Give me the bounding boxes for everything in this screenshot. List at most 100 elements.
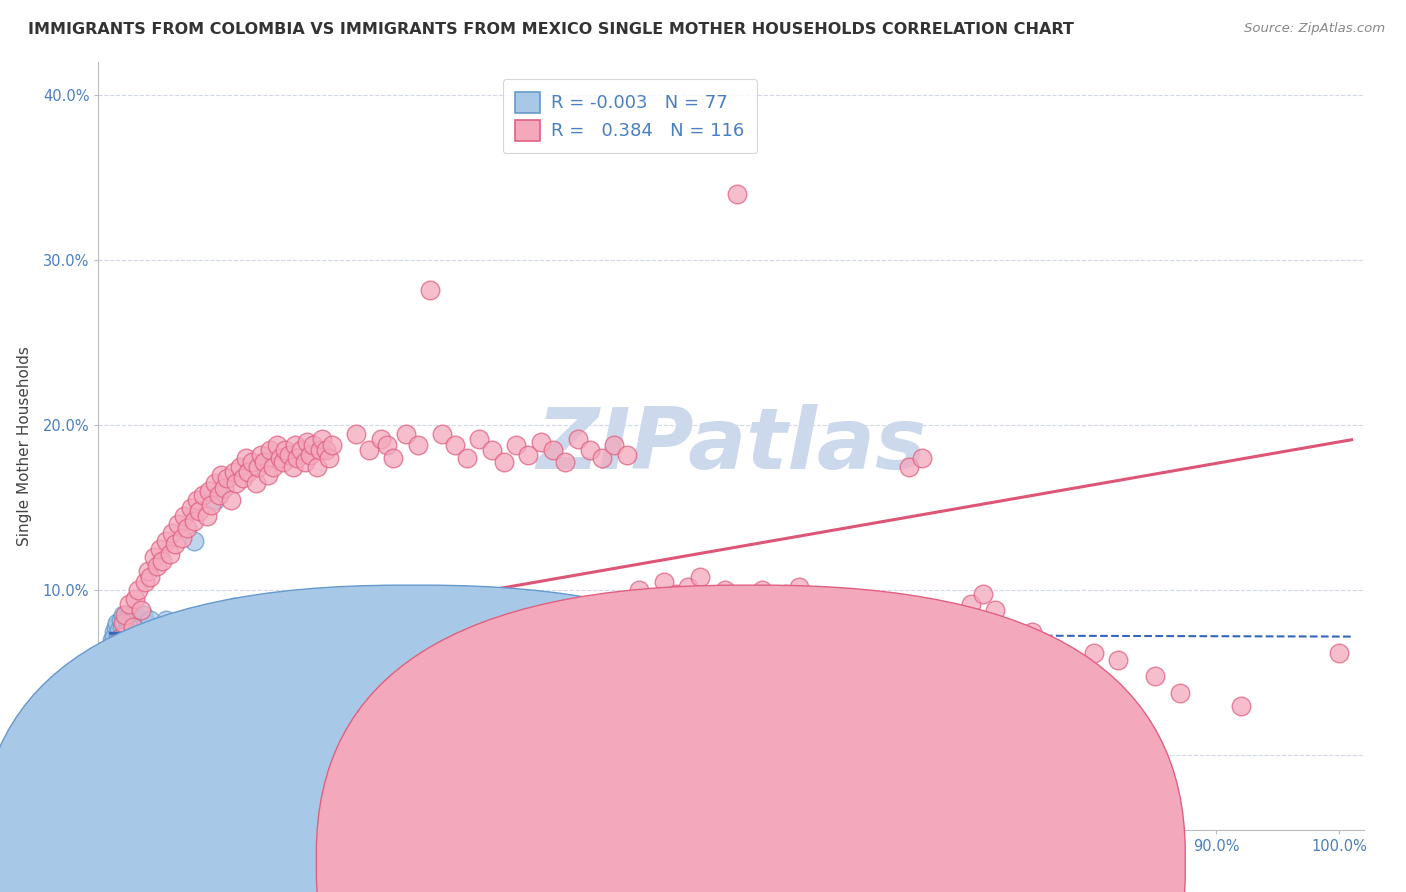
Point	[1083, 646, 1105, 660]
Point	[124, 591, 146, 606]
Point	[139, 613, 162, 627]
Point	[253, 455, 276, 469]
Point	[284, 438, 307, 452]
Point	[567, 432, 589, 446]
Point	[640, 591, 662, 606]
Point	[492, 455, 515, 469]
Point	[294, 455, 316, 469]
Point	[114, 653, 136, 667]
Point	[1329, 646, 1351, 660]
Point	[297, 434, 319, 449]
Point	[129, 632, 152, 647]
Point	[235, 451, 257, 466]
Text: Immigrants from Mexico: Immigrants from Mexico	[769, 855, 956, 870]
Point	[287, 451, 309, 466]
Point	[554, 455, 576, 469]
Point	[984, 603, 1007, 617]
Point	[406, 438, 429, 452]
Point	[183, 514, 205, 528]
Point	[131, 620, 153, 634]
Point	[281, 459, 304, 474]
Point	[110, 630, 132, 644]
Point	[104, 620, 127, 634]
Point	[188, 504, 211, 518]
Point	[751, 583, 773, 598]
Point	[114, 624, 136, 639]
Point	[128, 613, 150, 627]
Point	[517, 448, 540, 462]
Y-axis label: Single Mother Households: Single Mother Households	[17, 346, 32, 546]
Point	[269, 451, 291, 466]
Point	[136, 624, 159, 639]
Point	[1143, 669, 1166, 683]
Point	[200, 498, 222, 512]
Point	[591, 451, 613, 466]
Point	[344, 426, 367, 441]
Point	[1168, 685, 1191, 699]
Point	[124, 641, 146, 656]
Point	[266, 438, 288, 452]
Point	[481, 623, 503, 637]
Point	[972, 587, 994, 601]
Point	[134, 636, 156, 650]
Point	[222, 465, 245, 479]
Point	[122, 620, 145, 634]
Point	[370, 603, 392, 617]
Point	[456, 451, 478, 466]
Point	[136, 564, 159, 578]
Point	[198, 484, 221, 499]
Point	[121, 623, 143, 637]
Point	[127, 646, 149, 660]
Point	[173, 509, 195, 524]
Point	[183, 533, 205, 548]
Point	[541, 443, 564, 458]
Point	[1021, 624, 1043, 639]
Point	[155, 533, 177, 548]
Point	[103, 630, 125, 644]
Point	[689, 570, 711, 584]
Point	[298, 448, 321, 462]
Point	[468, 432, 491, 446]
Point	[308, 443, 330, 458]
Point	[898, 459, 921, 474]
Point	[124, 608, 146, 623]
Point	[1107, 653, 1129, 667]
Point	[180, 500, 202, 515]
Point	[111, 646, 134, 660]
Point	[321, 438, 343, 452]
Point	[419, 283, 441, 297]
Point	[702, 591, 724, 606]
Point	[665, 587, 688, 601]
Point	[627, 583, 650, 598]
Point	[155, 613, 177, 627]
Point	[160, 624, 183, 639]
Point	[112, 636, 135, 650]
Point	[167, 517, 190, 532]
Point	[195, 509, 218, 524]
Point	[114, 723, 136, 738]
Point	[247, 459, 270, 474]
Point	[111, 630, 134, 644]
Point	[173, 636, 195, 650]
Point	[103, 624, 125, 639]
Point	[120, 630, 142, 644]
Point	[204, 492, 226, 507]
Point	[277, 448, 299, 462]
Text: IMMIGRANTS FROM COLOMBIA VS IMMIGRANTS FROM MEXICO SINGLE MOTHER HOUSEHOLDS CORR: IMMIGRANTS FROM COLOMBIA VS IMMIGRANTS F…	[28, 22, 1074, 37]
Point	[105, 653, 128, 667]
Point	[132, 630, 155, 644]
Point	[101, 632, 124, 647]
Point	[125, 616, 148, 631]
Point	[167, 616, 190, 631]
Point	[302, 438, 325, 452]
Point	[357, 443, 380, 458]
Point	[284, 620, 307, 634]
Point	[142, 632, 165, 647]
Point	[443, 616, 465, 631]
Point	[274, 443, 297, 458]
Point	[775, 587, 797, 601]
Point	[114, 608, 136, 623]
Point	[240, 455, 263, 469]
Point	[235, 608, 257, 623]
Point	[107, 735, 129, 749]
